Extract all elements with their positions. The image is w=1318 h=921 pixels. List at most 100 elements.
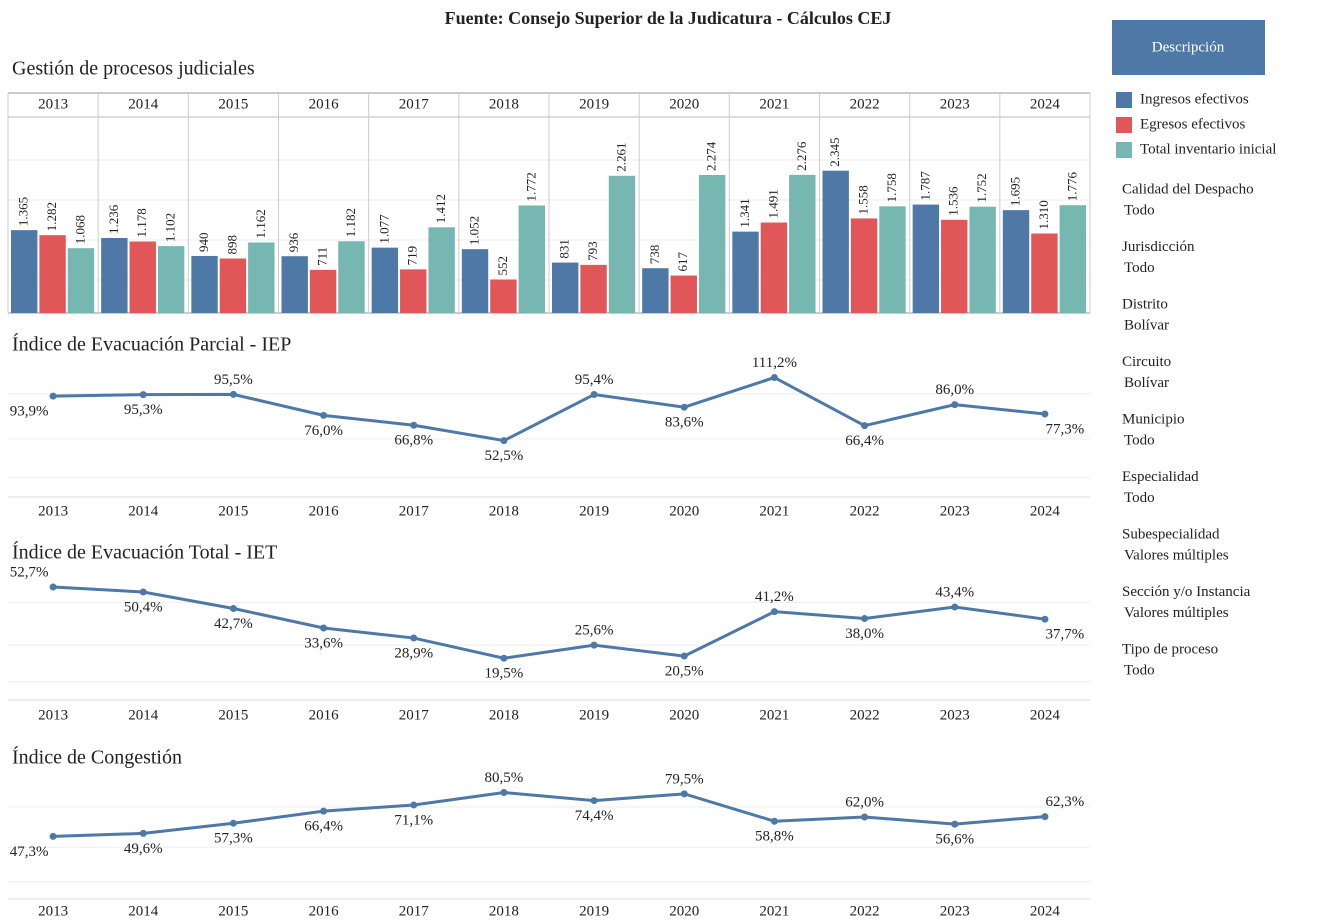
legend-label: Ingresos efectivos — [1140, 91, 1249, 107]
point-label: 37,7% — [1046, 627, 1085, 643]
bar — [789, 174, 816, 313]
x-tick-label: 2020 — [669, 903, 699, 919]
x-tick-label: 2014 — [128, 707, 159, 723]
point-label: 77,3% — [1046, 421, 1085, 437]
point — [229, 390, 237, 398]
point-label: 95,4% — [575, 372, 614, 388]
point-label: 50,4% — [124, 599, 163, 615]
filter-value: Todo — [1124, 260, 1155, 276]
x-tick-label: 2024 — [1030, 903, 1061, 919]
x-tick-label: 2014 — [128, 503, 159, 519]
bar — [39, 235, 66, 313]
bar — [580, 264, 607, 313]
x-tick-label: 2019 — [579, 903, 609, 919]
point — [951, 820, 959, 828]
bar-value-label: 617 — [675, 252, 690, 272]
bar — [698, 175, 726, 313]
bar — [850, 218, 878, 313]
filter-value: Valores múltiples — [1124, 547, 1229, 563]
point — [680, 790, 688, 798]
point-label: 71,1% — [394, 812, 433, 828]
legend-swatch — [1116, 117, 1132, 133]
x-tick-label: 2021 — [759, 707, 789, 723]
filter-label: Municipio — [1122, 411, 1185, 427]
x-tick-label: 2022 — [850, 903, 880, 919]
column-header: 2017 — [399, 96, 430, 112]
bar — [1059, 205, 1086, 313]
line — [53, 791, 1046, 838]
point-label: 76,0% — [304, 423, 343, 439]
x-tick-label: 2018 — [489, 903, 519, 919]
point-label: 86,0% — [935, 382, 974, 398]
point-label: 43,4% — [935, 584, 974, 600]
bar-value-label: 2.276 — [794, 141, 809, 171]
filter-label: Circuito — [1122, 354, 1171, 370]
bar — [1002, 210, 1030, 313]
point-label: 20,5% — [665, 663, 704, 679]
bar — [732, 231, 759, 313]
point — [680, 403, 688, 411]
x-tick-label: 2018 — [489, 707, 519, 723]
point — [49, 392, 57, 400]
bar — [941, 219, 968, 313]
bar-value-label: 831 — [557, 239, 572, 259]
point-label: 62,0% — [845, 794, 884, 810]
bar — [309, 269, 337, 313]
bar-value-label: 1.102 — [163, 213, 178, 242]
legend-swatch — [1116, 142, 1132, 158]
x-tick-label: 2016 — [309, 707, 340, 723]
filter-label: Calidad del Despacho — [1122, 181, 1254, 197]
line — [53, 585, 1046, 660]
x-tick-label: 2017 — [399, 903, 430, 919]
point-label: 25,6% — [575, 623, 614, 639]
bar — [969, 206, 996, 313]
point-label: 58,8% — [755, 829, 794, 845]
point-label: 57,3% — [214, 831, 253, 847]
bar-value-label: 793 — [585, 241, 600, 261]
x-tick-label: 2022 — [850, 707, 880, 723]
point — [49, 583, 57, 591]
point — [410, 801, 418, 809]
x-tick-label: 2021 — [759, 903, 789, 919]
point-label: 52,5% — [485, 448, 524, 464]
point-label: 79,5% — [665, 771, 704, 787]
description-button-label[interactable]: Descripción — [1152, 39, 1225, 55]
filter-label: Tipo de proceso — [1122, 641, 1218, 657]
column-header: 2022 — [850, 96, 880, 112]
point — [500, 789, 508, 797]
point-label: 74,4% — [575, 808, 614, 824]
column-header: 2016 — [309, 96, 340, 112]
x-tick-label: 2015 — [218, 707, 248, 723]
bar — [552, 262, 579, 313]
point — [500, 437, 508, 445]
bar — [338, 241, 365, 313]
point-label: 47,3% — [10, 844, 49, 860]
point — [770, 817, 778, 825]
bar-value-label: 1.776 — [1064, 171, 1079, 201]
filter-value: Todo — [1124, 202, 1155, 218]
bar-value-label: 552 — [495, 256, 510, 276]
filter-label: Subespecialidad — [1122, 526, 1220, 542]
bar-value-label: 2.274 — [704, 141, 719, 171]
bar-value-label: 2.345 — [827, 137, 842, 166]
filter-value: Bolívar — [1124, 375, 1169, 391]
filter-label: Jurisdicción — [1122, 239, 1195, 255]
bar — [518, 205, 545, 313]
point — [951, 401, 959, 409]
bar — [1031, 233, 1058, 313]
bar-value-label: 2.261 — [613, 143, 628, 172]
description-button[interactable] — [1112, 20, 1265, 75]
filter-value: Todo — [1124, 432, 1155, 448]
point — [49, 832, 57, 840]
bar — [461, 249, 489, 313]
line — [53, 375, 1046, 443]
point — [1041, 615, 1049, 623]
bar-value-label: 1.491 — [765, 189, 780, 218]
bar-value-label: 1.558 — [856, 185, 871, 214]
bar-value-label: 1.787 — [917, 171, 932, 201]
x-tick-label: 2024 — [1030, 503, 1061, 519]
bar-value-label: 1.752 — [974, 173, 989, 202]
bar — [11, 230, 38, 313]
point-label: 33,6% — [304, 635, 343, 651]
point-label: 52,7% — [10, 564, 49, 580]
